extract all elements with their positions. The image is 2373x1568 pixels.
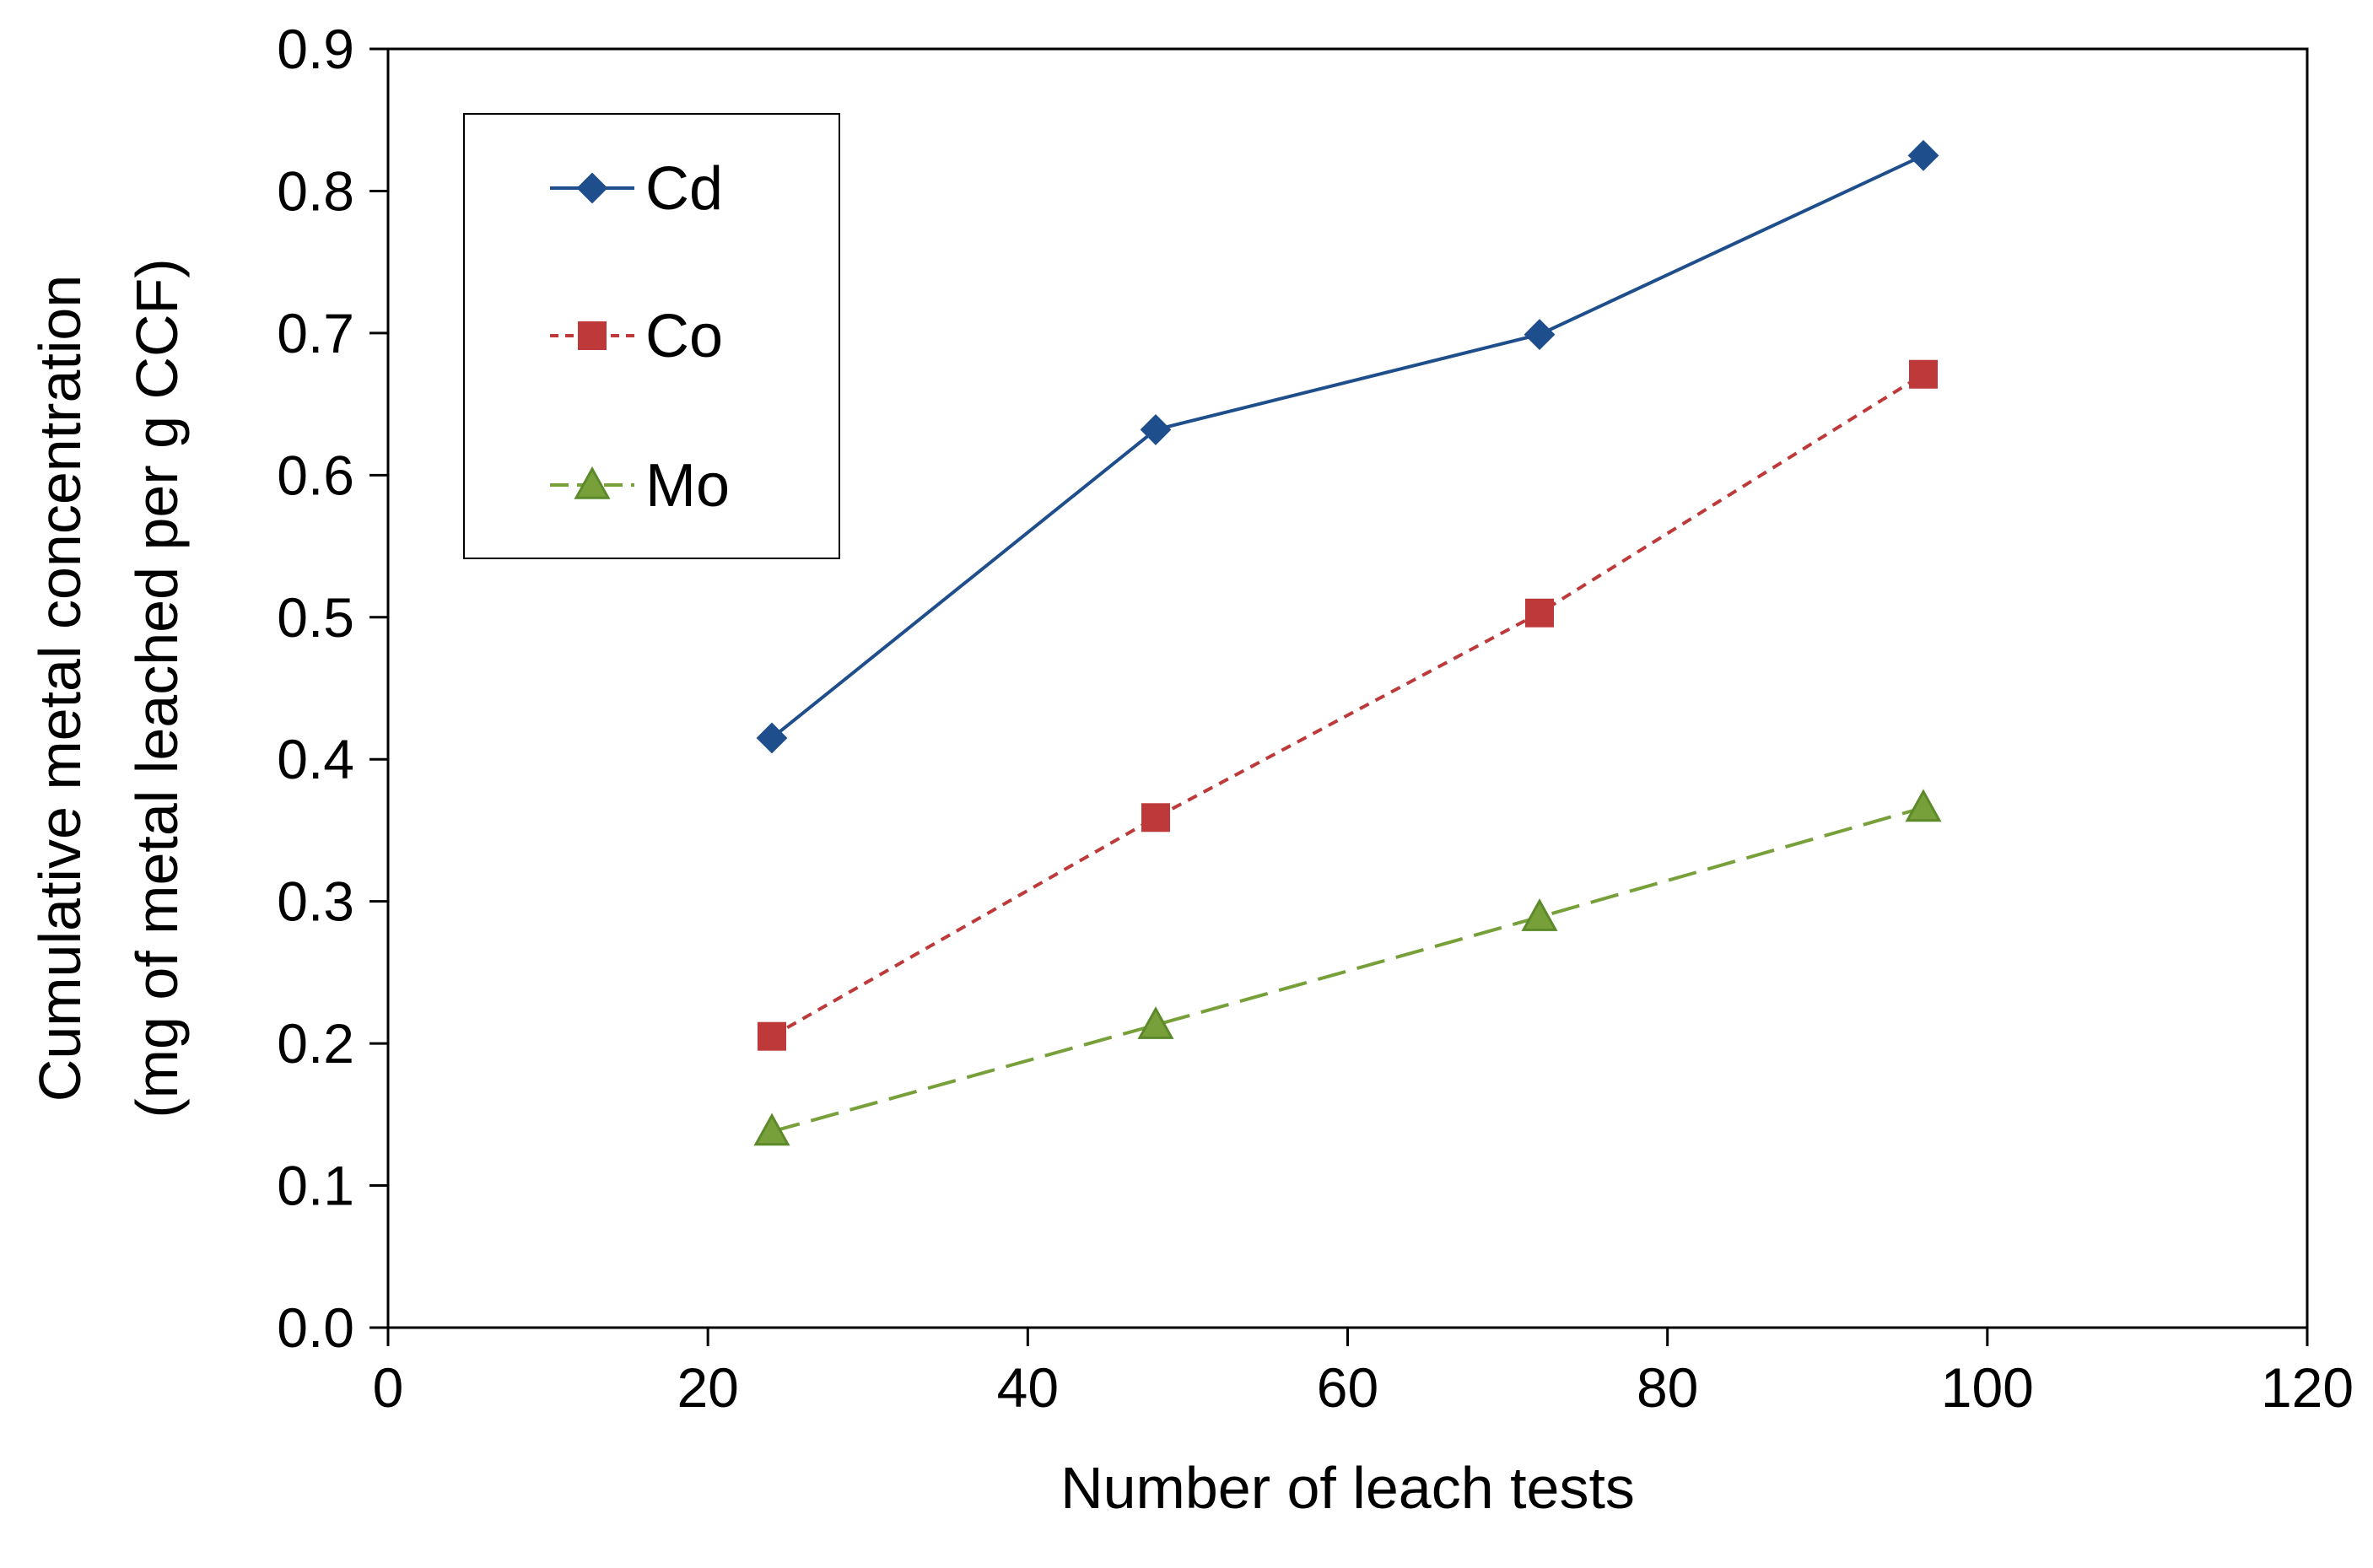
legend-item-cd: Cd [550,155,723,223]
y-axis-title: Cumulative metal concentration (mg of me… [27,258,190,1118]
data-point-cd [1140,414,1172,445]
x-tick-label: 80 [1637,1356,1698,1419]
data-point-co [1525,598,1554,628]
x-tick-label: 60 [1317,1356,1378,1419]
x-tick-label: 120 [2261,1356,2354,1419]
x-tick-label: 20 [677,1356,738,1419]
data-point-mo [1137,1006,1174,1039]
legend-label: Mo [645,452,730,520]
y-axis-title-line2: (mg of metal leached per g CCF) [124,258,190,1118]
legend-item-co: Co [550,303,723,370]
y-tick-label: 0.9 [277,18,354,80]
data-point-co [1909,359,1938,389]
y-tick-label: 0.8 [277,159,354,222]
y-tick-label: 0.0 [277,1296,354,1359]
series-line-mo [771,806,1924,1134]
y-tick-label: 0.4 [277,728,354,790]
series-mo [753,789,1942,1146]
series-line-cd [770,154,1924,740]
y-axis-ticks: 0.0 0.1 0.2 0.3 0.4 0.5 0.6 0.7 0.8 0.9 [277,18,388,1359]
data-point-mo [1521,898,1558,931]
x-axis-ticks: 0 20 40 60 80 100 120 [373,1328,2354,1419]
x-axis-title: Number of leach tests [1060,1455,1635,1521]
y-tick-label: 0.7 [277,302,354,364]
y-tick-label: 0.5 [277,586,354,649]
y-tick-label: 0.2 [277,1012,354,1075]
data-point-co [758,1021,786,1051]
legend-marker-diamond [576,172,608,204]
data-point-mo [1905,789,1942,822]
x-tick-label: 0 [373,1356,404,1419]
data-point-cd [756,722,788,754]
y-axis-title-line1: Cumulative metal concentration [27,275,93,1102]
x-tick-label: 40 [997,1356,1059,1419]
series-co [758,359,1938,1051]
y-tick-label: 0.1 [277,1155,354,1217]
legend-marker-square [578,321,607,350]
series-cd [756,139,1939,754]
legend-marker-triangle [574,466,611,499]
legend-box [463,113,840,559]
data-point-cd [1524,319,1556,350]
legend: Cd Co Mo [463,113,840,559]
legend-label: Cd [645,155,723,223]
x-tick-label: 100 [1941,1356,2034,1419]
legend-item-mo: Mo [550,452,730,520]
legend-label: Co [645,303,723,370]
series-line-co [771,373,1925,1038]
data-point-mo [753,1113,790,1146]
y-tick-label: 0.6 [277,444,354,506]
series-group [753,139,1942,1146]
data-point-co [1141,803,1170,832]
data-point-cd [1907,139,1939,171]
y-tick-label: 0.3 [277,870,354,933]
